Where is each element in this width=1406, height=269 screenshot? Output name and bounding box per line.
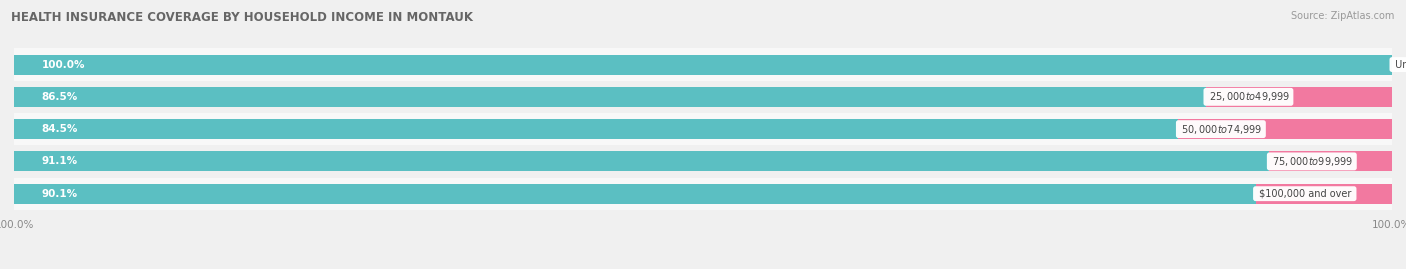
Bar	[14, 119, 1392, 139]
Bar	[1270, 151, 1392, 171]
Bar	[14, 87, 1392, 107]
Text: Source: ZipAtlas.com: Source: ZipAtlas.com	[1291, 11, 1395, 21]
Bar	[1178, 119, 1392, 139]
Bar	[14, 55, 1392, 75]
Bar	[14, 48, 1392, 81]
Text: 86.5%: 86.5%	[42, 92, 77, 102]
Bar	[14, 81, 1392, 113]
Bar	[1256, 184, 1392, 204]
Bar	[14, 55, 1392, 75]
Text: 91.1%: 91.1%	[42, 156, 77, 167]
Bar	[14, 145, 1392, 178]
Text: 90.1%: 90.1%	[42, 189, 77, 199]
Bar	[14, 87, 1206, 107]
Text: 84.5%: 84.5%	[42, 124, 77, 134]
Text: $100,000 and over: $100,000 and over	[1256, 189, 1354, 199]
Text: $25,000 to $49,999: $25,000 to $49,999	[1206, 90, 1291, 103]
Text: HEALTH INSURANCE COVERAGE BY HOUSEHOLD INCOME IN MONTAUK: HEALTH INSURANCE COVERAGE BY HOUSEHOLD I…	[11, 11, 474, 24]
Bar	[14, 184, 1256, 204]
Bar	[14, 113, 1392, 145]
Text: Under $25,000: Under $25,000	[1392, 59, 1406, 70]
Bar	[14, 119, 1178, 139]
Bar	[14, 151, 1392, 171]
Text: 100.0%: 100.0%	[42, 59, 86, 70]
Text: $50,000 to $74,999: $50,000 to $74,999	[1178, 123, 1264, 136]
Bar	[14, 178, 1392, 210]
Bar	[14, 151, 1270, 171]
Bar	[1206, 87, 1392, 107]
Bar	[14, 184, 1392, 204]
Text: $75,000 to $99,999: $75,000 to $99,999	[1270, 155, 1354, 168]
